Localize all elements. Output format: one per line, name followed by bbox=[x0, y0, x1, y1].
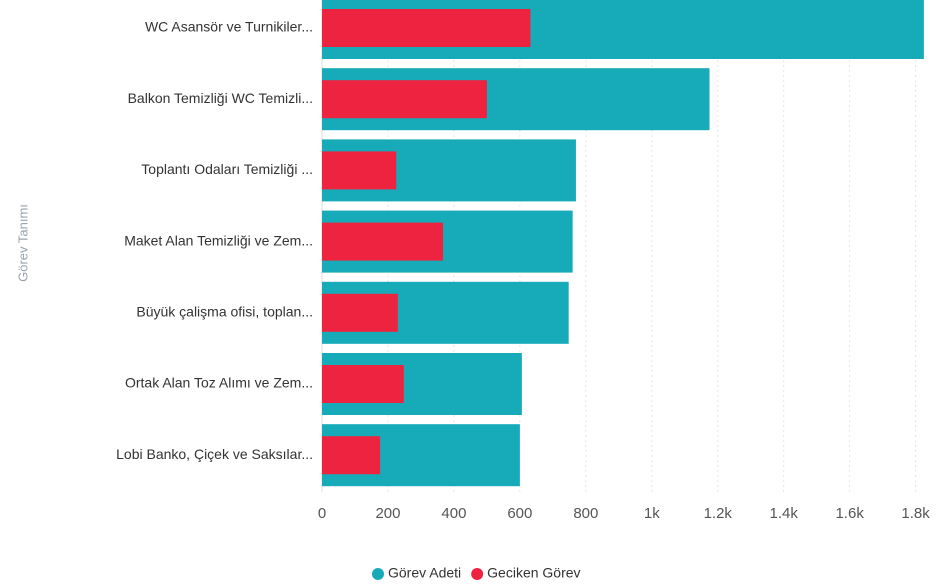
bar bbox=[322, 365, 404, 403]
x-tick-label: 1k bbox=[644, 505, 660, 522]
legend-swatch bbox=[372, 568, 384, 580]
x-tick-label: 600 bbox=[507, 505, 532, 522]
x-tick-label: 800 bbox=[573, 505, 598, 522]
bar bbox=[322, 293, 398, 332]
y-tick-label: Toplantı Odaları Temizliği ... bbox=[141, 161, 313, 177]
bar bbox=[322, 9, 531, 47]
x-tick-label: 1.2k bbox=[704, 505, 733, 522]
y-tick-label: Maket Alan Temizliği ve Zem... bbox=[124, 232, 313, 248]
legend-swatch bbox=[471, 568, 484, 580]
legend-label: Görev Adeti bbox=[388, 565, 461, 581]
x-tick-label: 0 bbox=[318, 505, 326, 522]
x-tick-label: 1.6k bbox=[835, 505, 864, 522]
y-axis-title: Görev Tanımı bbox=[15, 204, 30, 282]
y-tick-label: Lobi Banko, Çiçek ve Saksılar... bbox=[116, 446, 313, 462]
bar bbox=[322, 80, 487, 119]
bar bbox=[322, 436, 381, 475]
y-tick-label: Büyük çalişma ofisi, toplan... bbox=[136, 304, 313, 320]
x-tick-label: 1.8k bbox=[901, 505, 930, 522]
x-tick-label: 200 bbox=[375, 505, 400, 522]
y-tick-label: WC Asansör ve Turnikiler... bbox=[145, 19, 313, 35]
bar bbox=[322, 222, 444, 261]
legend-label: Geciken Görev bbox=[487, 565, 580, 581]
bar bbox=[322, 151, 397, 190]
y-tick-label: Ortak Alan Toz Alımı ve Zem... bbox=[125, 375, 313, 391]
x-tick-label: 1.4k bbox=[770, 505, 799, 522]
x-tick-label: 400 bbox=[441, 505, 466, 522]
y-tick-label: Balkon Temizliği WC Temizli... bbox=[128, 90, 313, 106]
